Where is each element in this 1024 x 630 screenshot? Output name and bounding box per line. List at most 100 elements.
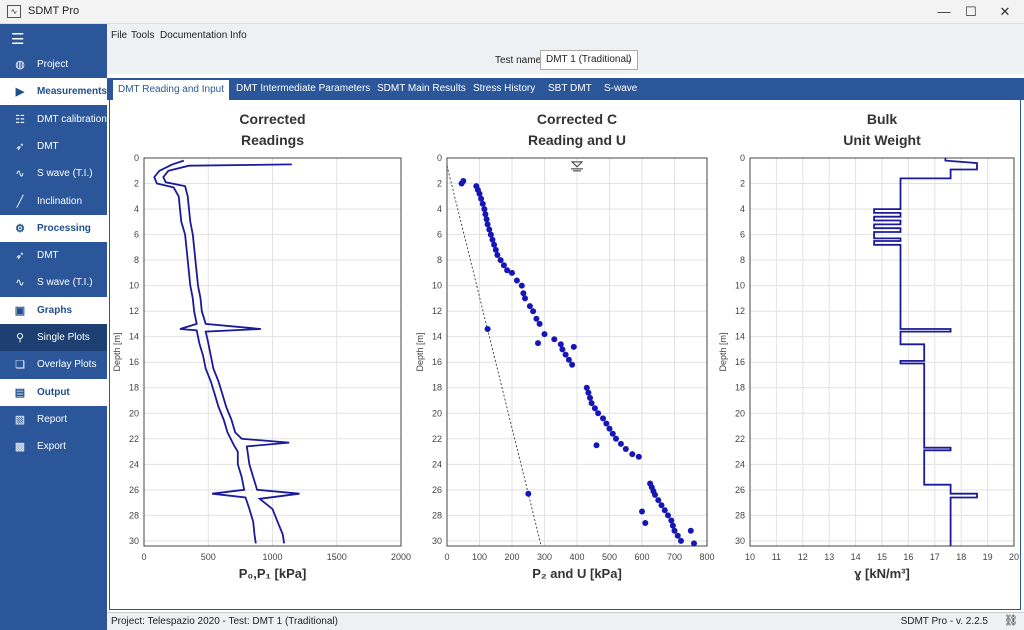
y-tick-label: 30	[129, 536, 139, 546]
chart-title-line1: Corrected C	[537, 111, 617, 127]
water-table-icon	[570, 161, 584, 172]
menu-info[interactable]: Info	[230, 30, 247, 41]
sidebar-item-dmt-calibration-2[interactable]: ☷ DMT calibration	[0, 106, 107, 133]
sidebar: ☰ ◍ Project ▶ Measurements ☷ DMT calibration ➶…	[0, 24, 107, 630]
sidebar-item-overlay-plots-11[interactable]: ❏ Overlay Plots	[0, 351, 107, 378]
sidebar-item-processing-6[interactable]: ⚙ Processing	[0, 214, 107, 242]
data-point	[486, 226, 493, 233]
sidebar-item-measurements-1[interactable]: ▶ Measurements	[0, 78, 107, 106]
data-point	[603, 420, 610, 427]
tab-stress-history[interactable]: Stress History	[473, 83, 536, 94]
y-tick-label: 18	[432, 383, 442, 393]
data-point	[617, 440, 624, 447]
y-tick-label: 28	[129, 510, 139, 520]
y-tick-label: 28	[735, 510, 745, 520]
y-tick-label: 26	[432, 485, 442, 495]
y-tick-label: 12	[432, 306, 442, 316]
maximize-icon[interactable]: ☐	[965, 4, 977, 19]
tab-s-wave[interactable]: S-wave	[604, 83, 638, 94]
app-logo-icon: ∿	[7, 5, 21, 18]
y-tick-label: 4	[740, 204, 745, 214]
plot-frame	[446, 157, 708, 547]
y-tick-label: 10	[129, 281, 139, 291]
hamburger-menu-icon[interactable]: ☰	[11, 31, 25, 48]
menu-documentation[interactable]: Documentation	[160, 30, 228, 41]
x-tick-label: 2000	[391, 552, 411, 562]
tab-dmt-intermediate-parameters[interactable]: DMT Intermediate Parameters	[236, 83, 371, 94]
y-tick-label: 30	[735, 536, 745, 546]
pin-icon: ⚲	[15, 332, 25, 344]
tab-sbt-dmt[interactable]: SBT DMT	[548, 83, 592, 94]
y-tick-label: 16	[432, 357, 442, 367]
sidebar-item-s-wave-t-i-8[interactable]: ∿ S wave (T.I.)	[0, 269, 107, 296]
chart-title-line2: Reading and U	[528, 132, 626, 148]
sidebar-item-label: S wave (T.I.)	[37, 168, 93, 180]
y-tick-label: 28	[432, 510, 442, 520]
x-tick-label: 400	[569, 552, 584, 562]
data-point	[483, 216, 490, 223]
close-icon[interactable]: ✕	[999, 4, 1011, 19]
layers-icon: ❏	[15, 359, 25, 372]
x-tick-label: 11	[772, 552, 781, 562]
data-point	[622, 446, 629, 452]
data-point	[671, 527, 678, 534]
y-tick-label: 18	[129, 383, 139, 393]
data-point	[460, 178, 467, 184]
data-point	[479, 200, 486, 207]
y-tick-label: 20	[432, 408, 442, 418]
data-point	[585, 389, 592, 396]
sidebar-item-single-plots-10[interactable]: ⚲ Single Plots	[0, 324, 107, 351]
x-tick-label: 1500	[327, 552, 347, 562]
data-point	[665, 512, 671, 519]
sidebar-item-export-14[interactable]: ▩ Export	[0, 433, 107, 460]
data-point	[557, 341, 564, 348]
tab-dmt-reading-and-input[interactable]: DMT Reading and Input	[113, 80, 229, 100]
sidebar-item-s-wave-t-i-4[interactable]: ∿ S wave (T.I.)	[0, 160, 107, 187]
y-tick-label: 22	[432, 434, 442, 444]
pdf-icon: ▧	[14, 413, 26, 426]
y-tick-label: 16	[129, 357, 139, 367]
tab-sdmt-main-results[interactable]: SDMT Main Results	[377, 83, 466, 94]
y-tick-label: 2	[437, 179, 442, 189]
y-tick-label: 6	[740, 230, 745, 240]
sidebar-item-dmt-7[interactable]: ➶ DMT	[0, 242, 107, 269]
chart-title-line1: Bulk	[867, 111, 898, 127]
status-bar: Project: Telespazio 2020 - Test: DMT 1 (…	[107, 612, 1024, 630]
menu-file[interactable]: File	[111, 30, 128, 41]
x-tick-label: 800	[699, 552, 714, 562]
sidebar-item-label: Processing	[37, 222, 91, 234]
data-point	[668, 517, 675, 524]
sidebar-item-label: DMT calibration	[37, 113, 107, 125]
menu-tools[interactable]: Tools	[131, 30, 155, 41]
data-point	[583, 384, 590, 391]
test-selector-bar: Test name DMT 1 (Traditional) ⌄	[107, 46, 1024, 74]
y-tick-label: 12	[735, 306, 745, 316]
data-point	[492, 246, 499, 253]
menu-bar: File Tools Documentation Info	[107, 24, 1024, 46]
data-point	[484, 326, 491, 332]
sidebar-item-output-12[interactable]: ▤ Output	[0, 378, 107, 406]
y-tick-label: 14	[735, 332, 745, 342]
sidebar-item-graphs-9[interactable]: ▣ Graphs	[0, 296, 107, 324]
minimize-icon[interactable]: —	[937, 4, 951, 19]
data-point	[533, 315, 540, 322]
y-tick-label: 14	[129, 332, 139, 342]
test-name-value: DMT 1 (Traditional)	[546, 54, 632, 65]
x-tick-label: 20	[1009, 552, 1019, 562]
sidebar-item-report-13[interactable]: ▧ Report	[0, 406, 107, 433]
sidebar-item-dmt-3[interactable]: ➶ DMT	[0, 133, 107, 160]
x-tick-label: 13	[824, 552, 834, 562]
data-point	[489, 236, 496, 243]
sidebar-item-inclination-5[interactable]: ╱ Inclination	[0, 188, 107, 215]
data-point	[593, 442, 600, 449]
data-point	[484, 221, 491, 228]
y-tick-label: 22	[735, 434, 745, 444]
u0-hydrostatic-line	[446, 165, 542, 547]
data-point	[669, 522, 676, 529]
sidebar-item-project-0[interactable]: ◍ Project	[0, 51, 107, 78]
x-tick-label: 300	[537, 552, 552, 562]
wave-icon: ∿	[15, 277, 25, 290]
link-icon[interactable]: ⛓	[1004, 615, 1018, 627]
test-name-select[interactable]: DMT 1 (Traditional) ⌄	[540, 50, 638, 70]
